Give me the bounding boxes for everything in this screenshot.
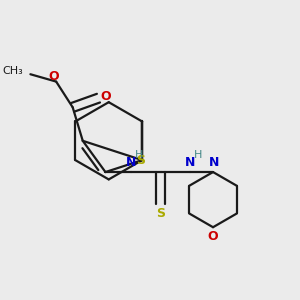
Text: O: O [208, 230, 218, 243]
Text: O: O [48, 70, 59, 83]
Text: H: H [135, 151, 144, 160]
Text: S: S [156, 207, 165, 220]
Text: H: H [194, 151, 202, 160]
Text: CH₃: CH₃ [2, 66, 23, 76]
Text: O: O [100, 90, 111, 103]
Text: N: N [185, 156, 195, 170]
Text: S: S [136, 154, 145, 166]
Text: N: N [126, 156, 136, 170]
Text: N: N [209, 156, 219, 170]
